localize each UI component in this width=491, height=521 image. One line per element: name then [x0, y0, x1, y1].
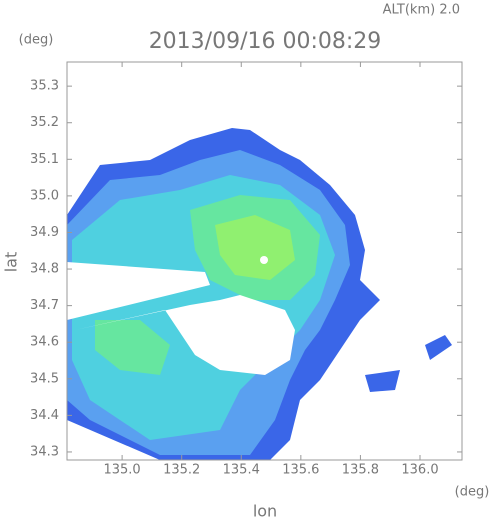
x-tick-label: 135.2: [163, 463, 200, 478]
y-tick-label: 34.9: [30, 225, 59, 240]
x-tick-label: 135.6: [282, 463, 319, 478]
x-tick-label: 135.0: [103, 463, 140, 478]
y-tick-label: 34.5: [30, 371, 59, 386]
y-unit: (deg): [19, 33, 54, 48]
x-tick-label: 135.8: [342, 463, 379, 478]
radar-echo: [67, 128, 452, 460]
y-tick-label: 34.4: [30, 408, 59, 423]
y-tick-label: 35.0: [30, 188, 59, 203]
y-tick-label: 34.8: [30, 262, 59, 277]
y-tick-label: 35.1: [30, 152, 59, 167]
chart-title: 2013/09/16 00:08:29: [149, 29, 382, 54]
y-tick-label: 34.3: [30, 444, 59, 459]
y-tick-label: 35.3: [30, 79, 59, 94]
x-tick-label: 135.4: [223, 463, 260, 478]
y-tick-label: 35.2: [30, 115, 59, 130]
plot-frame: [66, 61, 463, 461]
x-axis-label: lon: [253, 502, 277, 521]
x-unit: (deg): [455, 485, 490, 500]
y-tick-label: 34.6: [30, 335, 59, 350]
y-axis-label: lat: [2, 252, 21, 273]
altitude-label: ALT(km) 2.0: [383, 3, 460, 18]
x-tick-label: 136.0: [401, 463, 438, 478]
y-tick-label: 34.7: [30, 298, 59, 313]
